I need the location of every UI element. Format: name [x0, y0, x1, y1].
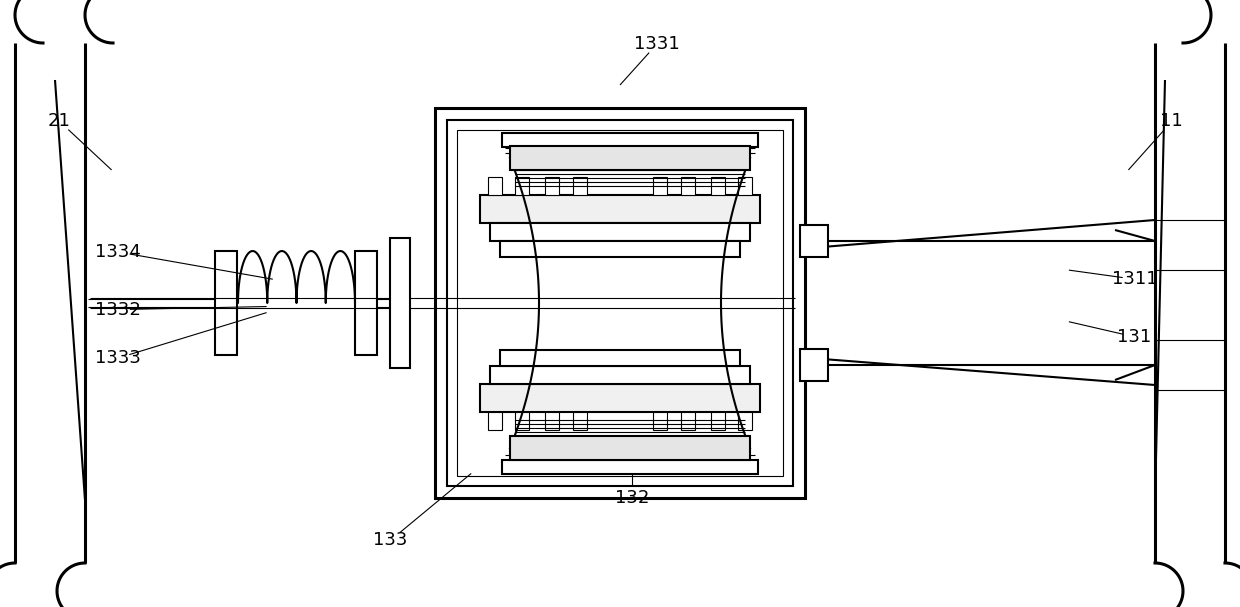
Bar [502, 133, 758, 147]
Bar [800, 349, 828, 381]
Bar [489, 412, 502, 430]
Bar [391, 238, 410, 368]
Bar [500, 350, 740, 366]
Text: 1311: 1311 [1112, 270, 1157, 288]
Bar [546, 177, 559, 195]
Text: 132: 132 [615, 489, 650, 507]
Bar [711, 177, 725, 195]
Text: 1332: 1332 [95, 300, 140, 319]
Bar [502, 460, 758, 474]
Text: 131: 131 [1117, 328, 1152, 346]
Bar [480, 384, 760, 412]
Bar [573, 412, 587, 430]
Bar [515, 177, 529, 195]
Text: 1334: 1334 [95, 243, 140, 261]
Bar [510, 436, 750, 460]
Bar [515, 412, 529, 430]
Bar [435, 108, 805, 498]
Bar [681, 412, 694, 430]
Bar [458, 130, 782, 476]
Bar [489, 177, 502, 195]
Text: 133: 133 [373, 531, 408, 549]
Bar [446, 120, 794, 486]
Text: 1333: 1333 [95, 349, 140, 367]
Bar [500, 241, 740, 257]
Bar [573, 177, 587, 195]
Text: 1331: 1331 [635, 35, 680, 53]
Bar [215, 251, 237, 355]
Text: 21: 21 [48, 112, 71, 131]
Bar [800, 225, 828, 257]
Bar [490, 366, 750, 384]
Bar [738, 412, 751, 430]
Bar [546, 412, 559, 430]
Bar [711, 412, 725, 430]
Bar [653, 177, 667, 195]
Bar [738, 177, 751, 195]
Bar [653, 412, 667, 430]
Text: 11: 11 [1161, 112, 1183, 131]
Bar [490, 223, 750, 241]
Bar [681, 177, 694, 195]
Bar [510, 146, 750, 170]
Bar [355, 251, 377, 355]
Bar [480, 195, 760, 223]
